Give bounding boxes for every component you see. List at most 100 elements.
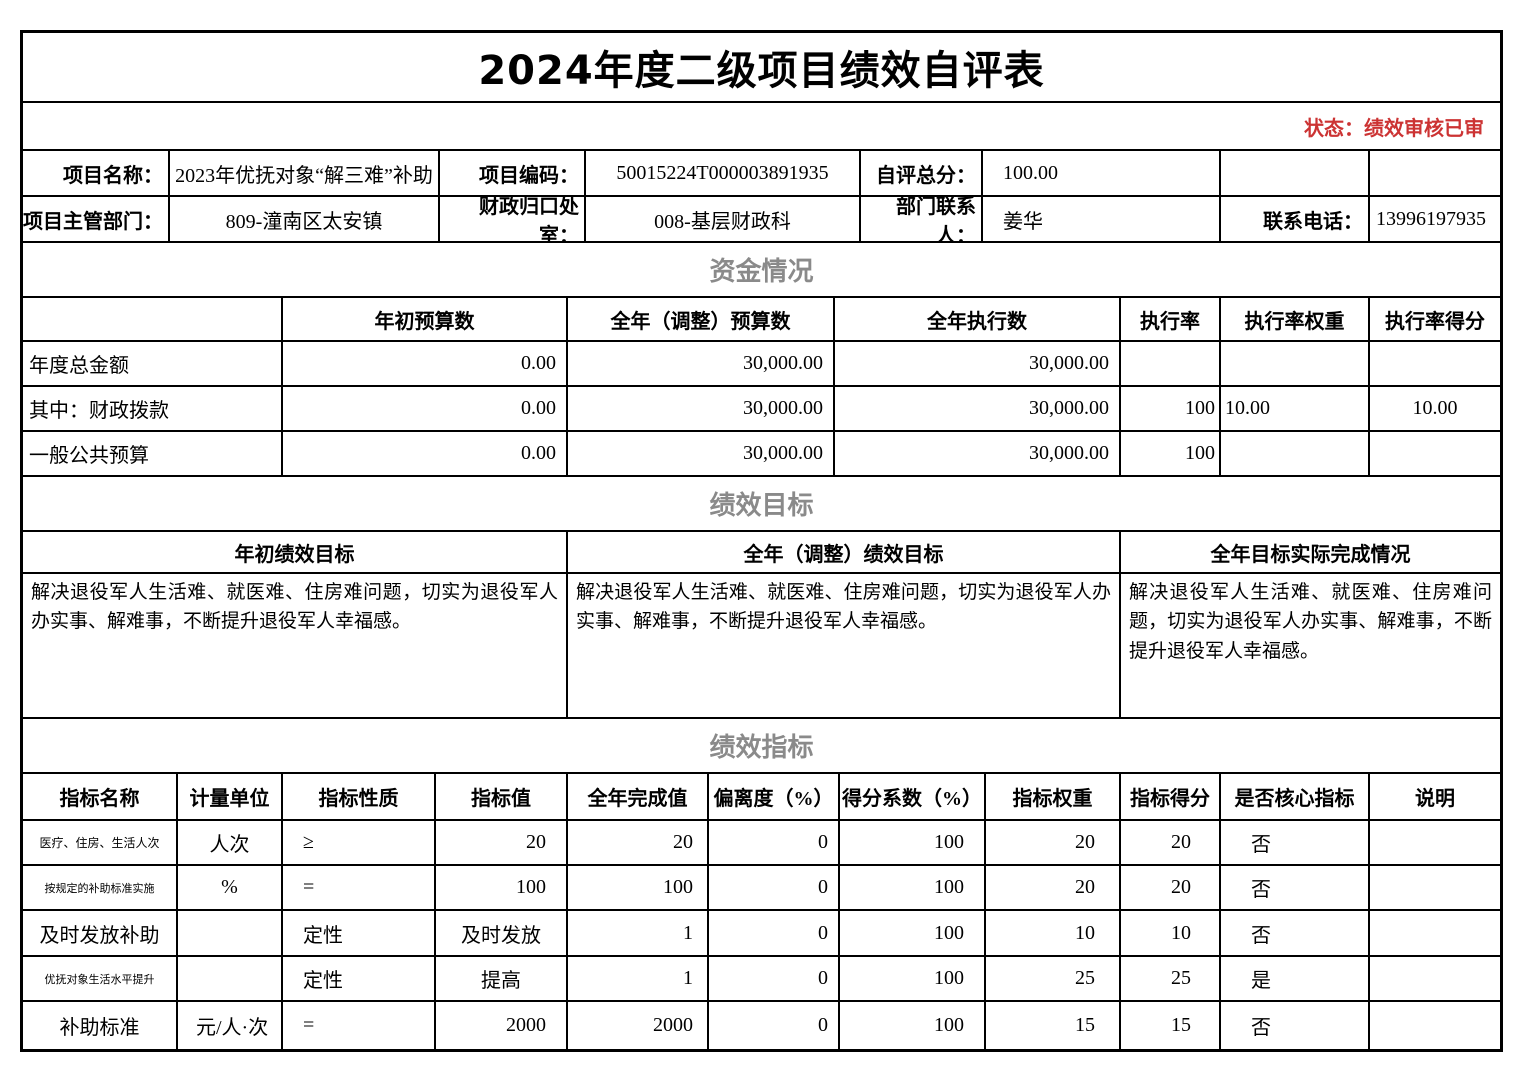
indicator-core-flag: 否 — [1221, 911, 1370, 955]
indicator-header-cell: 是否核心指标 — [1221, 774, 1370, 819]
indicator-unit: 人次 — [178, 821, 283, 864]
indicator-header-cell: 得分系数（%） — [840, 774, 986, 819]
indicator-name: 医疗、住房、生活人次 — [23, 821, 178, 864]
indicator-completed: 2000 — [568, 1002, 709, 1049]
funding-cell — [1370, 432, 1500, 475]
funding-row-public-budget: 一般公共预算 0.00 30,000.00 30,000.00 100 — [23, 432, 1500, 477]
indicator-coefficient: 100 — [840, 821, 986, 864]
funding-header-cell: 全年（调整）预算数 — [568, 298, 835, 340]
project-name-label: 项目名称： — [23, 151, 170, 195]
info-row-project: 项目名称： 2023年优抚对象“解三难”补助 项目编码： 50015224T00… — [23, 151, 1500, 197]
funding-row-label: 其中：财政拨款 — [23, 387, 283, 430]
funding-header-cell: 全年执行数 — [835, 298, 1121, 340]
goals-header-cell: 年初绩效目标 — [23, 532, 568, 572]
indicator-target: 100 — [436, 866, 568, 909]
indicator-weight: 15 — [986, 1002, 1121, 1049]
funding-header-cell: 执行率权重 — [1221, 298, 1370, 340]
indicator-coefficient: 100 — [840, 911, 986, 955]
indicator-row: 及时发放补助 定性 及时发放 1 0 100 10 10 否 — [23, 911, 1500, 957]
info-row-department: 项目主管部门： 809-潼南区太安镇 财政归口处室： 008-基层财政科 部门联… — [23, 197, 1500, 243]
contact-value: 姜华 — [983, 197, 1221, 241]
indicator-name: 优抚对象生活水平提升 — [23, 957, 178, 1000]
goal-actual-text: 解决退役军人生活难、就医难、住房难问题，切实为退役军人办实事、解难事，不断提升退… — [1129, 582, 1492, 662]
funding-row-label: 年度总金额 — [23, 342, 283, 385]
performance-self-evaluation-form: 2024年度二级项目绩效自评表 状态：绩效审核已审 项目名称： 2023年优抚对… — [20, 30, 1503, 1052]
indicator-nature: 定性 — [283, 911, 436, 955]
funding-row-total: 年度总金额 0.00 30,000.00 30,000.00 — [23, 342, 1500, 387]
funding-cell — [1370, 342, 1500, 385]
indicator-nature: = — [283, 866, 436, 909]
phone-value: 13996197935 — [1376, 207, 1486, 230]
goal-adjusted-text: 解决退役军人生活难、就医难、住房难问题，切实为退役军人办实事、解难事，不断提升退… — [568, 574, 1121, 717]
indicator-unit: % — [178, 866, 283, 909]
funding-cell: 0.00 — [283, 432, 568, 475]
indicator-header-cell: 指标名称 — [23, 774, 178, 819]
indicator-nature: 定性 — [283, 957, 436, 1000]
indicator-target: 2000 — [436, 1002, 568, 1049]
indicator-completed: 20 — [568, 821, 709, 864]
indicator-note — [1370, 866, 1500, 909]
indicator-row: 按规定的补助标准实施 % = 100 100 0 100 20 20 否 — [23, 866, 1500, 911]
indicator-core-flag: 是 — [1221, 957, 1370, 1000]
funding-header-cell: 执行率 — [1121, 298, 1221, 340]
indicator-target: 提高 — [436, 957, 568, 1000]
indicator-core-flag: 否 — [1221, 1002, 1370, 1049]
indicator-header-row: 指标名称 计量单位 指标性质 指标值 全年完成值 偏离度（%） 得分系数（%） … — [23, 774, 1500, 821]
funding-row-fiscal: 其中：财政拨款 0.00 30,000.00 30,000.00 100 10.… — [23, 387, 1500, 432]
indicator-deviation: 0 — [709, 957, 840, 1000]
funding-cell: 10.00 — [1221, 387, 1370, 430]
goals-header-cell: 全年目标实际完成情况 — [1210, 543, 1411, 566]
contact-label: 部门联系人： — [861, 197, 983, 241]
indicator-row: 医疗、住房、生活人次 人次 ≥ 20 20 0 100 20 20 否 — [23, 821, 1500, 866]
indicator-weight: 20 — [986, 821, 1121, 864]
indicator-coefficient: 100 — [840, 1002, 986, 1049]
indicator-unit: 元/人·次 — [178, 1002, 283, 1049]
self-score-value: 100.00 — [983, 151, 1221, 195]
indicator-header-cell: 指标权重 — [986, 774, 1121, 819]
self-score-label: 自评总分： — [861, 151, 983, 195]
indicator-core-flag: 否 — [1221, 821, 1370, 864]
indicator-name: 补助标准 — [23, 1002, 178, 1049]
funding-section-title: 资金情况 — [709, 257, 814, 287]
indicator-name: 及时发放补助 — [23, 911, 178, 955]
status-row: 状态：绩效审核已审 — [23, 103, 1500, 151]
phone-label: 联系电话： — [1221, 197, 1370, 241]
funding-cell — [1121, 342, 1221, 385]
indicator-header-cell: 说明 — [1415, 788, 1455, 810]
indicator-header-cell: 偏离度（%） — [709, 774, 840, 819]
indicator-header-cell: 计量单位 — [178, 774, 283, 819]
goals-header-cell: 全年（调整）绩效目标 — [568, 532, 1121, 572]
project-code-label: 项目编码： — [440, 151, 586, 195]
empty-cell — [1370, 151, 1500, 195]
goal-initial-text: 解决退役军人生活难、就医难、住房难问题，切实为退役军人办实事、解难事，不断提升退… — [23, 574, 568, 717]
indicator-target: 20 — [436, 821, 568, 864]
indicator-score: 10 — [1121, 911, 1221, 955]
indicator-completed: 100 — [568, 866, 709, 909]
page-title: 2024年度二级项目绩效自评表 — [478, 48, 1045, 94]
funding-cell: 30,000.00 — [835, 432, 1121, 475]
indicator-score: 25 — [1121, 957, 1221, 1000]
indicator-header-cell: 指标得分 — [1121, 774, 1221, 819]
funding-header-cell: 年初预算数 — [283, 298, 568, 340]
funding-cell — [1221, 342, 1370, 385]
indicator-nature: ≥ — [283, 821, 436, 864]
goals-section-title: 绩效目标 — [709, 491, 814, 521]
indicators-section-row: 绩效指标 — [23, 719, 1500, 774]
indicators-section-title: 绩效指标 — [709, 733, 814, 763]
indicator-score: 20 — [1121, 821, 1221, 864]
goals-section-row: 绩效目标 — [23, 477, 1500, 532]
indicator-note — [1370, 821, 1500, 864]
funding-cell: 0.00 — [283, 342, 568, 385]
indicator-weight: 20 — [986, 866, 1121, 909]
funding-cell: 30,000.00 — [568, 387, 835, 430]
funding-cell: 30,000.00 — [835, 342, 1121, 385]
indicator-score: 20 — [1121, 866, 1221, 909]
funding-cell: 0.00 — [283, 387, 568, 430]
indicator-row: 补助标准 元/人·次 = 2000 2000 0 100 15 15 否 — [23, 1002, 1500, 1049]
funding-header-cell — [23, 298, 283, 340]
finance-office-value: 008-基层财政科 — [586, 197, 861, 241]
indicator-note — [1370, 911, 1500, 955]
empty-cell — [1221, 151, 1370, 195]
indicator-nature: = — [283, 1002, 436, 1049]
funding-cell: 100 — [1121, 387, 1221, 430]
